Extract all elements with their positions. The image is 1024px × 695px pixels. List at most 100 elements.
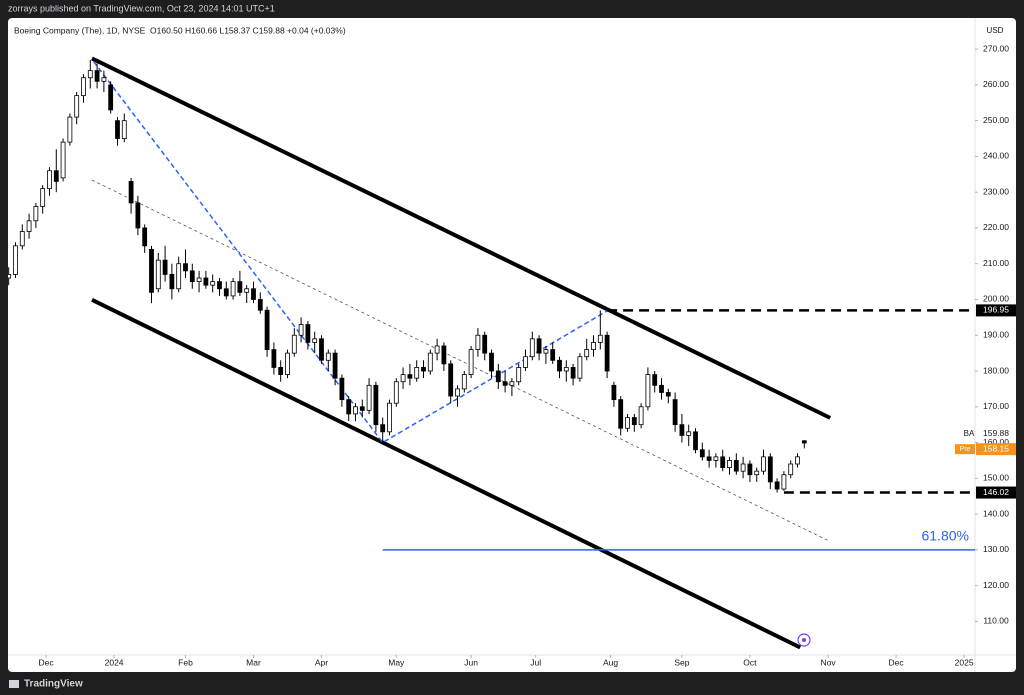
candle-body xyxy=(699,449,705,458)
candle-body xyxy=(434,345,440,354)
y-tick-label: 220.00 xyxy=(983,222,1009,232)
candle-body xyxy=(19,231,25,247)
candle-body xyxy=(101,77,107,82)
candle-body xyxy=(203,277,209,286)
candle-body xyxy=(604,334,610,372)
candle-body xyxy=(489,352,494,372)
candle-body xyxy=(563,367,569,372)
candle-body xyxy=(325,352,331,361)
midline-line xyxy=(91,179,829,541)
candle-body xyxy=(720,456,726,468)
channel-line xyxy=(91,298,802,650)
candle-body xyxy=(740,463,746,472)
candle-body xyxy=(529,338,535,358)
y-tick-label: 260.00 xyxy=(983,79,1009,89)
x-tick-label: Dec xyxy=(39,657,55,667)
channel-line xyxy=(91,56,832,420)
candle-body xyxy=(475,334,481,350)
candle-body xyxy=(81,77,86,97)
candle-body xyxy=(468,349,474,375)
y-tick-label: 180.00 xyxy=(983,365,1009,375)
candle-body xyxy=(400,374,406,383)
candle-body xyxy=(788,463,794,476)
y-tick-label: 130.00 xyxy=(983,544,1009,554)
candle-body xyxy=(679,424,685,436)
candle-body xyxy=(60,141,66,179)
y-tick-label: 270.00 xyxy=(983,43,1009,53)
candle-body xyxy=(108,84,114,111)
candle-body xyxy=(672,399,678,426)
candle-body xyxy=(421,367,426,372)
footer-logo xyxy=(9,680,19,688)
candle-body xyxy=(366,384,372,411)
candle-body xyxy=(332,352,338,379)
candle-body xyxy=(795,456,800,465)
candle-body xyxy=(210,281,216,286)
symbol-title: Boeing Company (The), 1D, NYSE xyxy=(14,25,146,35)
candle-body xyxy=(176,263,182,290)
candle-body xyxy=(237,281,243,293)
candle-body xyxy=(285,352,290,375)
candle-body xyxy=(611,384,617,401)
candle-body xyxy=(727,460,732,468)
target-icon xyxy=(797,633,811,647)
x-tick-label: Oct xyxy=(743,657,757,667)
candle-body xyxy=(128,181,134,204)
candle-body xyxy=(217,281,222,290)
x-tick-label: May xyxy=(388,657,405,667)
premarket-tag xyxy=(955,444,975,455)
candle-body xyxy=(502,381,508,386)
candle-body xyxy=(115,120,120,139)
candle-body xyxy=(13,245,18,275)
candle-body xyxy=(142,227,148,247)
candle-body xyxy=(257,299,263,311)
candle-body xyxy=(801,440,807,444)
y-tick-label: 240.00 xyxy=(983,151,1009,161)
x-tick-label: Jul xyxy=(530,657,541,667)
candle-body xyxy=(387,402,392,433)
candle-body xyxy=(631,417,637,426)
x-tick-label: 2024 xyxy=(105,657,124,667)
candle-body xyxy=(638,406,644,426)
candle-body xyxy=(155,259,161,290)
candle-body xyxy=(373,384,379,426)
candle-body xyxy=(8,274,12,279)
candle-body xyxy=(298,324,304,336)
y-tick-label: 160.00 xyxy=(983,437,1009,447)
candle-body xyxy=(693,431,698,451)
level-price-label: 146.02 xyxy=(983,487,1009,497)
candle-body xyxy=(183,263,188,272)
candle-body xyxy=(393,381,399,404)
candle-body xyxy=(536,338,542,354)
candle-body xyxy=(625,417,630,429)
premarket-tag-label: Pre xyxy=(960,446,971,453)
x-tick-label: Jun xyxy=(464,657,478,667)
candle-body xyxy=(774,481,780,490)
candle-body xyxy=(87,70,93,79)
candle-body xyxy=(591,342,596,350)
candle-body xyxy=(761,456,766,472)
chart-panel xyxy=(8,18,1016,672)
candle-body xyxy=(67,116,73,143)
candle-body xyxy=(94,70,100,82)
candle-body xyxy=(427,352,433,372)
candle-body xyxy=(230,281,236,297)
x-tick-label: Nov xyxy=(821,657,837,667)
y-tick-label: 140.00 xyxy=(983,508,1009,518)
candle-body xyxy=(291,334,297,354)
x-tick-label: Sep xyxy=(674,657,689,667)
candle-body xyxy=(495,370,501,383)
premarket-price: 158.15 xyxy=(983,443,1009,453)
candle-body xyxy=(652,374,658,386)
candle-body xyxy=(645,374,651,408)
candle-body xyxy=(169,274,175,290)
candle-body xyxy=(312,338,318,343)
candle-body xyxy=(251,288,256,300)
candle-body xyxy=(121,120,127,139)
candle-body xyxy=(597,334,603,343)
y-tick-label: 110.00 xyxy=(983,616,1009,626)
x-tick-label: Apr xyxy=(315,657,328,667)
candle-body xyxy=(754,470,760,476)
candle-body xyxy=(543,349,549,354)
